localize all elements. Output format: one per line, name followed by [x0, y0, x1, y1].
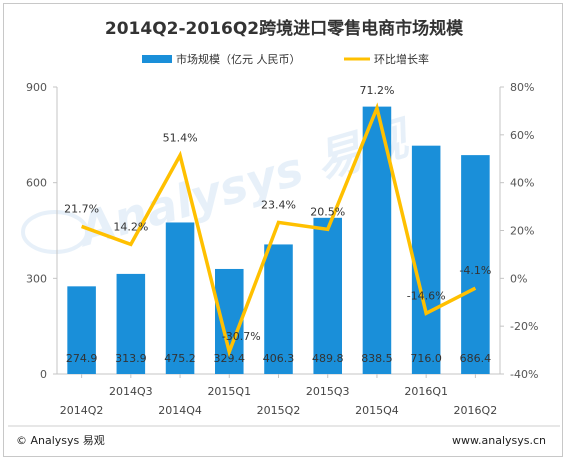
y-left-tick-label: 300 — [26, 272, 47, 285]
y-right-tick-label: 40% — [510, 177, 534, 190]
x-category-label: 2015Q2 — [257, 404, 301, 417]
y-left-tick-label: 0 — [40, 368, 47, 381]
legend-bar-label: 市场规模（亿元 人民币） — [176, 52, 301, 66]
x-category-label: 2014Q3 — [109, 385, 153, 398]
y-right-tick-label: 60% — [510, 129, 534, 142]
footer-copyright: © Analysys 易观 — [16, 434, 105, 447]
legend: 市场规模（亿元 人民币） 环比增长率 — [142, 52, 429, 66]
footer-url: www.analysys.cn — [452, 434, 546, 447]
x-category-label: 2016Q2 — [454, 404, 498, 417]
growth-rate-label: 71.2% — [359, 84, 394, 97]
y-left-tick-label: 600 — [26, 177, 47, 190]
bar — [67, 286, 96, 374]
bar-value-label: 329.4 — [214, 352, 246, 365]
bar — [116, 273, 146, 374]
chart-title: 2014Q2-2016Q2跨境进口零售电商市场规模 — [105, 18, 464, 39]
growth-rate-label: 51.4% — [163, 131, 198, 144]
watermark-logo: Analysys 易观 — [21, 110, 419, 257]
bar — [461, 155, 490, 374]
legend-line-label: 环比增长率 — [374, 52, 429, 66]
growth-rate-line — [81, 102, 477, 358]
x-category-label: 2014Q2 — [60, 404, 104, 417]
growth-rate-label: 23.4% — [261, 198, 296, 211]
y-right-tick-label: 0% — [510, 272, 527, 285]
bar-value-label: 406.3 — [263, 352, 295, 365]
bar — [313, 217, 342, 374]
plot-area: 0 300 600 900 -40% -20% 0% 20% 40% 60% 80% 2014Q2 20… — [26, 81, 538, 417]
bar-value-label: 475.2 — [164, 352, 196, 365]
bar — [411, 145, 441, 374]
growth-rate-label: 21.7% — [64, 202, 99, 215]
x-category-label: 2015Q3 — [306, 385, 350, 398]
x-category-label: 2015Q4 — [355, 404, 399, 417]
growth-rate-label: 20.5% — [310, 205, 345, 218]
bar-value-label: 313.9 — [115, 352, 147, 365]
y-right-tick-label: -40% — [510, 368, 538, 381]
growth-rate-label: -4.1% — [459, 264, 491, 277]
growth-rate-label: -14.6% — [407, 289, 446, 302]
growth-rate-label: 14.2% — [113, 220, 148, 233]
bar-value-label: 489.8 — [312, 352, 344, 365]
bar — [264, 244, 293, 374]
legend-bar-swatch — [142, 55, 172, 63]
x-category-label: 2016Q1 — [404, 385, 448, 398]
bar-value-label: 686.4 — [460, 352, 492, 365]
bar — [165, 222, 195, 374]
y-left-tick-label: 900 — [26, 81, 47, 94]
x-category-label: 2014Q4 — [158, 404, 202, 417]
growth-rate-label: -30.7% — [222, 330, 261, 343]
y-right-tick-label: -20% — [510, 320, 538, 333]
x-category-label: 2015Q1 — [207, 385, 251, 398]
bar-value-label: 274.9 — [66, 352, 98, 365]
bar-value-label: 716.0 — [410, 352, 442, 365]
y-right-tick-label: 80% — [510, 81, 534, 94]
y-right-tick-label: 20% — [510, 225, 534, 238]
bar-value-label: 838.5 — [361, 352, 393, 365]
watermark-swirl — [21, 210, 89, 254]
